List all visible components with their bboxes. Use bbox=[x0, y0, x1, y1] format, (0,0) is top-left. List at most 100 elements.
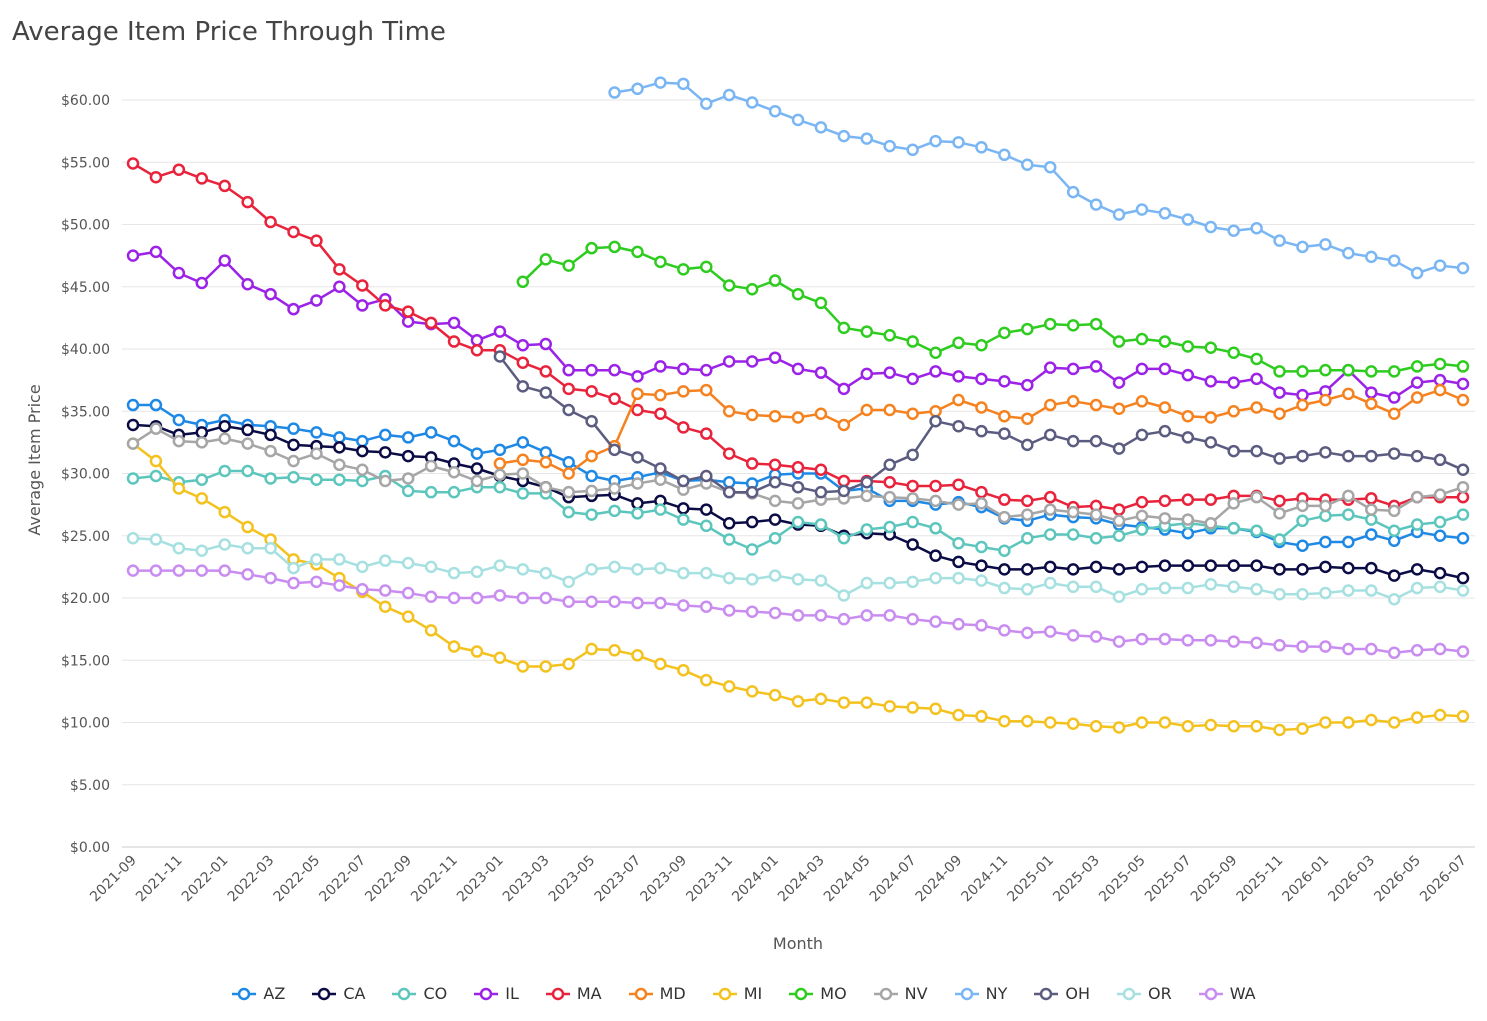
data-point bbox=[264, 428, 277, 442]
data-point bbox=[1410, 449, 1424, 463]
x-tick-label: 2024-09 bbox=[913, 853, 966, 906]
data-point bbox=[1273, 639, 1286, 652]
data-point bbox=[929, 494, 942, 508]
data-point bbox=[1273, 407, 1286, 420]
data-point bbox=[700, 260, 713, 274]
data-point bbox=[493, 468, 507, 481]
data-point bbox=[700, 673, 713, 687]
data-point bbox=[814, 463, 828, 477]
data-point bbox=[837, 484, 851, 498]
data-point bbox=[1021, 531, 1034, 545]
legend-dot bbox=[398, 987, 411, 1000]
data-point bbox=[929, 414, 942, 428]
legend-item[interactable]: IL bbox=[473, 984, 519, 1003]
x-tick-label: 2024-11 bbox=[959, 853, 1012, 906]
data-point bbox=[585, 449, 598, 463]
data-point bbox=[1112, 563, 1126, 576]
data-point bbox=[126, 418, 140, 432]
data-point bbox=[585, 469, 598, 483]
data-point bbox=[1089, 317, 1103, 331]
legend-item[interactable]: CO bbox=[391, 984, 447, 1003]
data-point bbox=[401, 315, 415, 328]
data-point bbox=[585, 642, 598, 656]
data-point bbox=[1181, 719, 1195, 733]
data-point bbox=[1021, 494, 1034, 508]
data-point bbox=[562, 657, 575, 671]
legend-item[interactable]: WA bbox=[1198, 984, 1256, 1003]
data-point bbox=[1365, 561, 1378, 575]
legend-label: OH bbox=[1065, 984, 1090, 1003]
data-point bbox=[1273, 452, 1286, 465]
data-point bbox=[264, 287, 277, 301]
data-point bbox=[1112, 635, 1126, 648]
legend-dot bbox=[634, 987, 647, 1000]
data-point bbox=[1273, 365, 1286, 378]
legend-item[interactable]: MO bbox=[788, 984, 847, 1003]
data-point bbox=[1112, 208, 1126, 221]
legend-item[interactable]: OH bbox=[1033, 984, 1090, 1003]
data-point bbox=[333, 431, 346, 444]
data-point bbox=[264, 215, 277, 229]
data-point bbox=[1021, 438, 1034, 452]
legend-item[interactable]: CA bbox=[311, 984, 365, 1003]
data-point bbox=[791, 695, 805, 708]
data-point bbox=[264, 444, 277, 458]
legend-label: IL bbox=[505, 984, 519, 1003]
data-point bbox=[998, 427, 1011, 440]
data-point bbox=[1135, 560, 1149, 574]
data-point bbox=[1066, 629, 1080, 642]
data-point bbox=[608, 560, 621, 574]
data-point bbox=[906, 492, 919, 505]
legend-marker bbox=[712, 987, 737, 1000]
data-point bbox=[677, 599, 690, 612]
data-point bbox=[1112, 442, 1126, 455]
data-point bbox=[1112, 721, 1126, 734]
data-point bbox=[401, 431, 415, 444]
data-point bbox=[1273, 386, 1286, 399]
y-tick-label: $0.00 bbox=[70, 840, 110, 856]
data-point bbox=[149, 245, 163, 259]
data-point bbox=[906, 515, 919, 529]
data-point bbox=[1365, 250, 1378, 264]
data-point bbox=[126, 437, 140, 450]
data-point bbox=[562, 456, 575, 469]
data-point bbox=[585, 508, 598, 521]
chart: Average Item Price Through Time Month Av… bbox=[12, 17, 1475, 953]
data-point bbox=[424, 426, 438, 439]
data-point bbox=[493, 480, 507, 494]
legend-item[interactable]: MD bbox=[628, 984, 686, 1003]
legend-item[interactable]: NY bbox=[954, 984, 1007, 1003]
legend-label: NV bbox=[904, 984, 928, 1003]
data-point bbox=[998, 493, 1011, 506]
legend-item[interactable]: NV bbox=[873, 984, 928, 1003]
legend-item[interactable]: AZ bbox=[231, 984, 285, 1003]
data-point bbox=[952, 708, 965, 722]
data-point bbox=[722, 355, 736, 368]
series-line bbox=[132, 162, 1463, 511]
data-point bbox=[1296, 563, 1309, 576]
legend-item[interactable]: OR bbox=[1116, 984, 1172, 1003]
data-point bbox=[1250, 490, 1263, 504]
data-point bbox=[1296, 722, 1309, 735]
data-point bbox=[356, 463, 369, 477]
data-point bbox=[218, 419, 231, 433]
data-point bbox=[1250, 372, 1263, 386]
legend-label: CA bbox=[343, 984, 366, 1003]
data-point bbox=[1227, 346, 1240, 359]
data-point bbox=[998, 544, 1011, 557]
data-point bbox=[1342, 449, 1355, 463]
legend-item[interactable]: MA bbox=[545, 984, 602, 1003]
series bbox=[126, 157, 1470, 516]
data-point bbox=[975, 559, 988, 572]
data-point bbox=[1089, 580, 1103, 594]
legend-item[interactable]: MI bbox=[712, 984, 762, 1003]
data-point bbox=[837, 129, 851, 143]
data-point bbox=[975, 485, 988, 499]
data-point bbox=[745, 605, 759, 618]
data-point bbox=[1433, 488, 1447, 501]
data-point bbox=[401, 449, 415, 463]
series-line bbox=[614, 81, 1464, 275]
x-tick-label: 2022-05 bbox=[271, 853, 324, 906]
data-point bbox=[356, 583, 369, 596]
data-point bbox=[677, 421, 690, 434]
